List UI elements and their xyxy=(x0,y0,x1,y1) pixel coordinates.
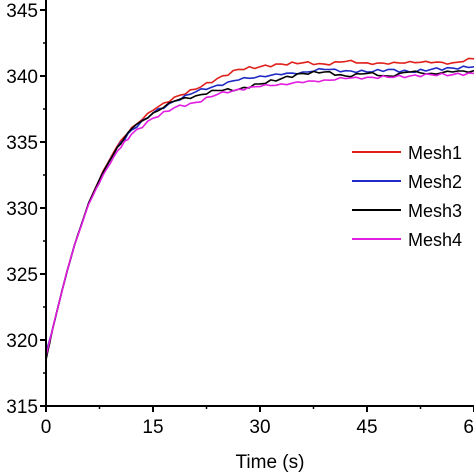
x-tick-label: 60 xyxy=(463,417,474,438)
y-tick-label: 340 xyxy=(6,67,38,88)
x-tick-label: 15 xyxy=(142,417,163,438)
x-tick-label: 45 xyxy=(356,417,377,438)
legend-label-mesh3: Mesh3 xyxy=(408,201,462,221)
x-tick-label: 0 xyxy=(41,417,52,438)
legend: Mesh1 Mesh2 Mesh3 Mesh4 xyxy=(352,143,462,250)
y-tick-label: 330 xyxy=(6,199,38,220)
series-layer xyxy=(45,57,474,360)
x-axis-ticks: 0 15 30 45 60 xyxy=(41,406,474,438)
legend-label-mesh1: Mesh1 xyxy=(408,143,462,163)
x-axis-title: Time (s) xyxy=(236,452,305,473)
y-axis-ticks: 315 320 325 330 335 340 345 xyxy=(6,1,46,418)
y-tick-label: 335 xyxy=(6,133,38,154)
legend-label-mesh4: Mesh4 xyxy=(408,230,462,250)
y-tick-label: 345 xyxy=(6,1,38,22)
y-tick-label: 325 xyxy=(6,265,38,286)
y-tick-label: 315 xyxy=(6,397,38,418)
series-line-mesh4 xyxy=(45,72,474,357)
legend-label-mesh2: Mesh2 xyxy=(408,172,462,192)
y-tick-label: 320 xyxy=(6,331,38,352)
x-tick-label: 30 xyxy=(249,417,270,438)
